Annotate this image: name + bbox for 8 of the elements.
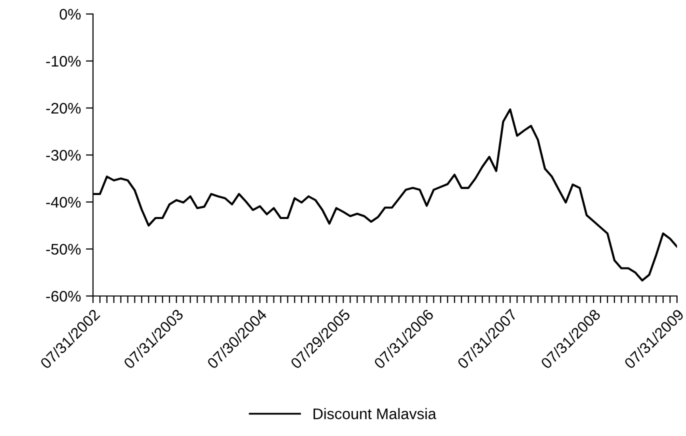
y-tick-label: -10%	[46, 56, 81, 67]
legend-label: Discount Malavsia	[314, 408, 436, 420]
y-tick-label: -60%	[46, 290, 81, 302]
y-tick-label: -20%	[46, 102, 81, 114]
y-tick-label: 0%	[60, 8, 81, 20]
y-tick-label: -50%	[46, 244, 81, 255]
y-tick-label: -30%	[46, 150, 81, 161]
y-tick-label: -40%	[46, 196, 81, 208]
